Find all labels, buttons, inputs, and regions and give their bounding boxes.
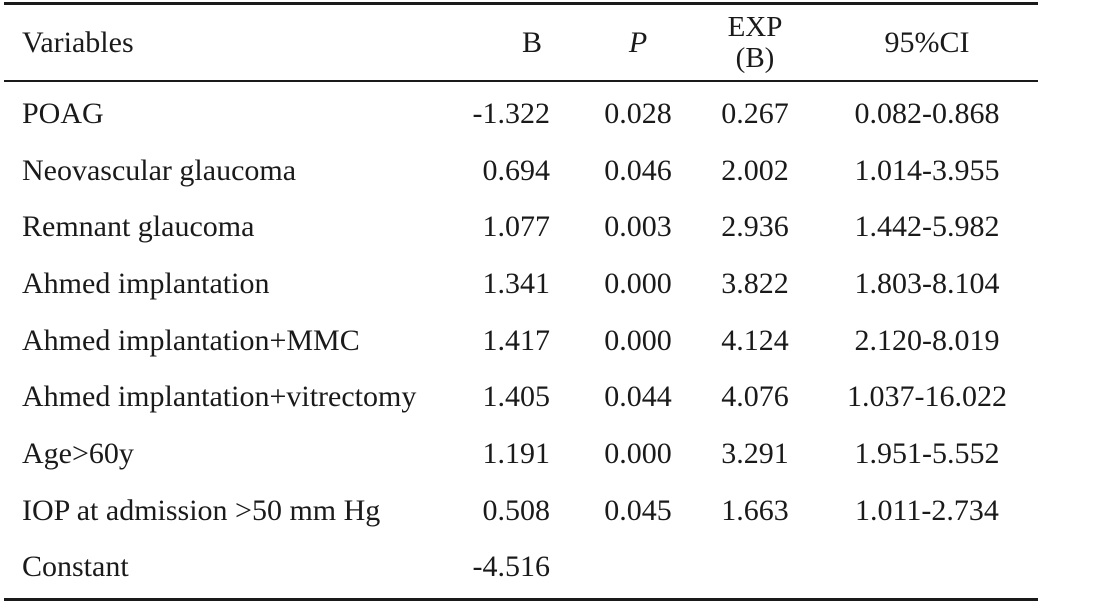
row-ci: 1.011-2.734 (855, 493, 999, 527)
row-exp: 0.267 (721, 96, 789, 130)
table-row: Ahmed implantation+MMC 1.417 0.000 4.124… (4, 312, 1038, 369)
row-p: 0.003 (604, 210, 672, 244)
row-variable: Remnant glaucoma (22, 210, 255, 244)
table-row: Remnant glaucoma 1.077 0.003 2.936 1.442… (4, 198, 1038, 255)
header-exp-line1: EXP (727, 11, 783, 44)
table-top-rule (4, 2, 1038, 5)
header-variables: Variables (22, 26, 134, 59)
row-b: 1.191 (482, 436, 551, 470)
header-p: P (628, 26, 648, 59)
row-exp: 4.124 (721, 323, 789, 357)
row-p: 0.000 (604, 323, 672, 357)
row-p: 0.044 (604, 380, 672, 414)
row-b: -4.516 (472, 550, 551, 584)
row-b: -1.322 (472, 96, 551, 130)
row-b: 1.405 (482, 380, 551, 414)
regression-table: Variables B P EXP (B) 95%CI POAG -1.322 … (4, 0, 1038, 602)
row-b: 1.341 (482, 266, 551, 300)
table-header-row: Variables B P EXP (B) 95%CI (4, 5, 1038, 80)
row-exp: 3.822 (721, 266, 789, 300)
row-ci: 2.120-8.019 (854, 323, 1000, 357)
row-ci: 0.082-0.868 (854, 96, 1000, 130)
row-b: 0.508 (482, 493, 551, 527)
row-b: 0.694 (482, 153, 551, 187)
table-row: IOP at admission >50 mm Hg 0.508 0.045 1… (4, 482, 1038, 539)
table-bottom-rule (4, 598, 1038, 602)
row-variable: IOP at admission >50 mm Hg (22, 493, 381, 527)
row-exp: 1.663 (721, 493, 789, 527)
header-ci: 95%CI (884, 26, 970, 59)
row-p: 0.000 (604, 436, 672, 470)
row-ci: 1.014-3.955 (854, 153, 1000, 187)
row-exp: 2.936 (721, 210, 789, 244)
table-body: POAG -1.322 0.028 0.267 0.082-0.868 Neov… (4, 82, 1038, 598)
row-variable: Ahmed implantation+MMC (22, 323, 360, 357)
row-exp: 2.002 (721, 153, 789, 187)
table-row: Ahmed implantation+vitrectomy 1.405 0.04… (4, 368, 1038, 425)
row-exp: 3.291 (721, 436, 789, 470)
row-variable: Neovascular glaucoma (22, 153, 297, 187)
row-p: 0.028 (604, 96, 672, 130)
table-header-rule (4, 80, 1038, 82)
header-exp-line2: (B) (735, 41, 775, 74)
table-row: Neovascular glaucoma 0.694 0.046 2.002 1… (4, 142, 1038, 199)
row-ci: 1.803-8.104 (854, 266, 1000, 300)
header-b: B (521, 26, 542, 59)
table-row: Age>60y 1.191 0.000 3.291 1.951-5.552 (4, 425, 1038, 482)
row-variable: POAG (22, 96, 104, 130)
row-b: 1.077 (482, 210, 551, 244)
table-row: Constant -4.516 (4, 539, 1038, 596)
row-p: 0.046 (604, 153, 672, 187)
table-row: Ahmed implantation 1.341 0.000 3.822 1.8… (4, 255, 1038, 312)
row-p: 0.000 (604, 266, 672, 300)
row-ci: 1.951-5.552 (854, 436, 1000, 470)
row-b: 1.417 (482, 323, 551, 357)
row-variable: Constant (22, 550, 129, 584)
row-p: 0.045 (604, 493, 672, 527)
row-exp: 4.076 (721, 380, 789, 414)
row-variable: Ahmed implantation (22, 266, 270, 300)
row-ci: 1.037-16.022 (847, 380, 1007, 414)
row-ci: 1.442-5.982 (854, 210, 1000, 244)
row-variable: Age>60y (22, 436, 134, 470)
row-variable: Ahmed implantation+vitrectomy (22, 380, 417, 414)
header-exp-b: EXP (B) (694, 12, 816, 73)
table-row: POAG -1.322 0.028 0.267 0.082-0.868 (4, 85, 1038, 142)
